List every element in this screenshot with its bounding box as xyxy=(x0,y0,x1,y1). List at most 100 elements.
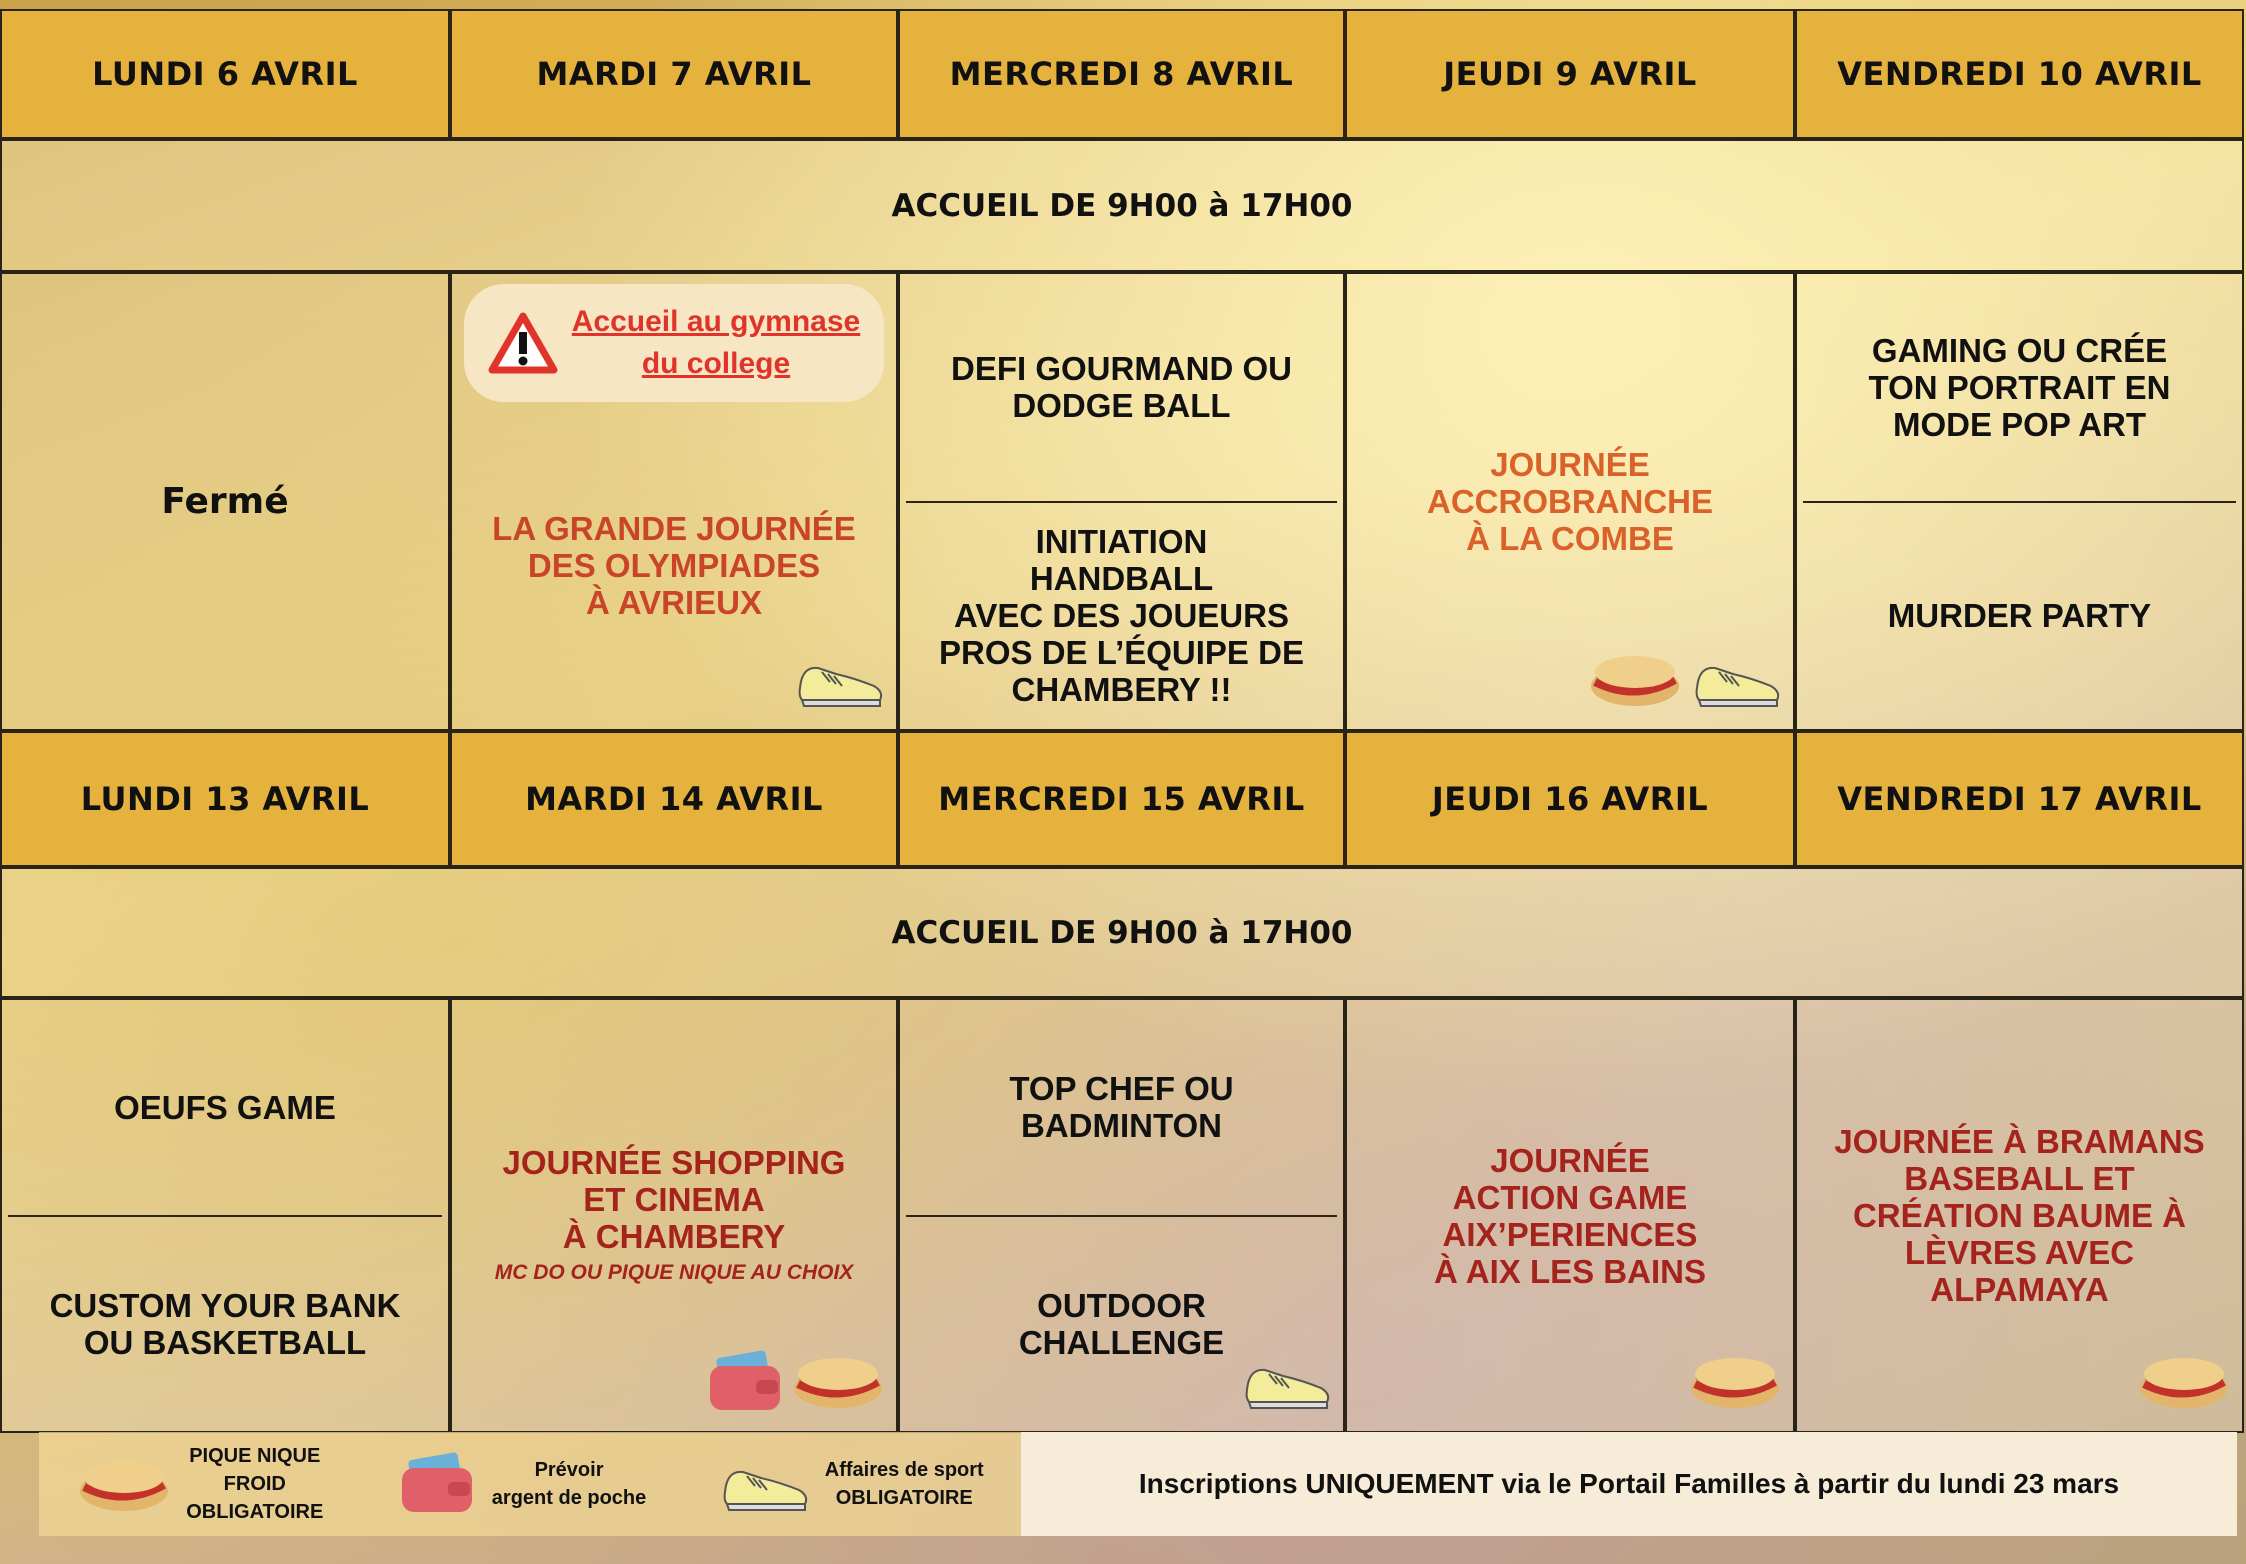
day-header: VENDREDI 17 AVRIL xyxy=(1795,731,2244,867)
activity-line: ACCROBRANCHE xyxy=(1427,483,1713,520)
activity: JOURNÉE SHOPPING ET CINEMA À CHAMBERY MC DO… xyxy=(452,1000,896,1431)
activity: LA GRANDE JOURNÉE DES OLYMPIADES À AVRIEUX xyxy=(452,402,896,729)
activity-cell: Fermé xyxy=(0,272,450,731)
activity: DEFI GOURMAND OU DODGE BALL xyxy=(900,274,1343,501)
day-header: JEUDI 16 AVRIL xyxy=(1345,731,1795,867)
activity: CUSTOM YOUR BANK OU BASKETBALL xyxy=(8,1214,442,1432)
activity-line: MODE POP ART xyxy=(1892,405,2147,443)
legend-line: OBLIGATOIRE xyxy=(835,1487,973,1509)
activity-cell: DEFI GOURMAND OU DODGE BALL INITIATION HAND… xyxy=(898,272,1345,731)
activity-line: LA GRANDE JOURNÉE xyxy=(492,510,856,547)
activity-line: LÈVRES AVEC xyxy=(1904,1234,2135,1271)
activity-line: À AIX LES BAINS xyxy=(1434,1252,1706,1290)
day-header: MARDI 14 AVRIL xyxy=(450,731,898,867)
activity-cell: JOURNÉE ACCROBRANCHE À LA COMBE xyxy=(1345,272,1795,731)
activity-line: JOURNÉE xyxy=(1490,446,1650,483)
activity-line: À AVRIEUX xyxy=(585,584,763,621)
activity-line: DEFI GOURMAND OU xyxy=(951,350,1292,388)
activity-line: OUTDOOR xyxy=(1037,1286,1206,1324)
activity-line: BASEBALL ET xyxy=(1904,1160,2135,1197)
icon-sandwich xyxy=(1687,1348,1783,1419)
day-header: MERCREDI 8 AVRIL xyxy=(898,9,1345,139)
activity-line: DODGE BALL xyxy=(1012,387,1231,425)
activity-line: DES OLYMPIADES xyxy=(527,547,821,584)
day-label: JEUDI 9 AVRIL xyxy=(1443,55,1697,93)
registration-text: Inscriptions UNIQUEMENT via le Portail F… xyxy=(1138,1468,2120,1499)
activity-line: HANDBALL xyxy=(1029,560,1214,598)
notice-line: du college xyxy=(641,347,791,380)
activity-line: CHALLENGE xyxy=(1018,1323,1225,1361)
activity-line: PROS DE L’ÉQUIPE DE xyxy=(939,634,1304,672)
legend-item: Affaires de sport OBLIGATOIRE xyxy=(721,1452,984,1516)
activity-line: AIX’PERIENCES xyxy=(1442,1215,1698,1253)
legend-line: argent de poche xyxy=(491,1487,647,1509)
activity: JOURNÉE ACTION GAME AIX’PERIENCES À AIX LES… xyxy=(1347,1000,1793,1431)
activity: INITIATION HANDBALL AVEC DES JOUEURS PROS D… xyxy=(906,500,1337,730)
activity-line: ALPAMAYA xyxy=(1930,1271,2109,1308)
activity: MURDER PARTY xyxy=(1803,500,2236,730)
activity-cell: GAMING OU CRÉE TON PORTRAIT EN MODE POP AR… xyxy=(1795,272,2244,731)
activity-line: À LA COMBE xyxy=(1466,520,1674,557)
icon-shoe xyxy=(796,648,886,717)
day-header: MERCREDI 15 AVRIL xyxy=(898,731,1345,867)
notice: Accueil au gymnase du college xyxy=(464,284,884,402)
activity-line: MURDER PARTY xyxy=(1887,597,2152,635)
activity-cell: JOURNÉE ACTION GAME AIX’PERIENCES À AIX LES… xyxy=(1345,998,1795,1433)
day-header: LUNDI 13 AVRIL xyxy=(0,731,450,867)
hours-label: ACCUEIL DE 9H00 à 17H00 xyxy=(891,187,1353,224)
activity-line: JOURNÉE xyxy=(1490,1141,1650,1179)
activity: JOURNÉE À BRAMANS BASEBALL ET CRÉATION BAU… xyxy=(1797,1000,2242,1431)
icon-sandwich xyxy=(1587,646,1683,717)
activity-line: JOURNÉE SHOPPING xyxy=(502,1144,846,1181)
activity: OUTDOOR CHALLENGE xyxy=(906,1214,1337,1432)
activity-line: OU BASKETBALL xyxy=(83,1323,367,1361)
day-label: VENDREDI 10 AVRIL xyxy=(1837,55,2202,93)
activity-line: GAMING OU CRÉE xyxy=(1871,331,2168,369)
day-header: MARDI 7 AVRIL xyxy=(450,9,898,139)
activity-line: AVEC DES JOUEURS xyxy=(954,597,1289,635)
hours-row: ACCUEIL DE 9H00 à 17H00 xyxy=(0,867,2244,998)
hours-row: ACCUEIL DE 9H00 à 17H00 xyxy=(0,139,2244,272)
icon-sandwich xyxy=(2136,1348,2232,1419)
registration-banner: Inscriptions UNIQUEMENT via le Portail F… xyxy=(1021,1432,2237,1536)
day-label: VENDREDI 17 AVRIL xyxy=(1837,780,2202,818)
day-label: MERCREDI 8 AVRIL xyxy=(949,55,1294,93)
activity: GAMING OU CRÉE TON PORTRAIT EN MODE POP AR… xyxy=(1797,274,2242,501)
activity-cell: TOP CHEF OU BADMINTON OUTDOOR CHALLENGE xyxy=(898,998,1345,1433)
activity-cell: OEUFS GAME CUSTOM YOUR BANK OU BASKETBALL xyxy=(0,998,450,1433)
icon-shoe xyxy=(1693,648,1783,717)
activity-line: CUSTOM YOUR BANK xyxy=(49,1286,401,1324)
activity-line: Fermé xyxy=(161,481,289,522)
legend-line: Affaires de sport xyxy=(824,1459,984,1481)
legend-line: PIQUE NIQUE xyxy=(189,1445,321,1467)
hours-label: ACCUEIL DE 9H00 à 17H00 xyxy=(891,914,1353,951)
activity: JOURNÉE ACCROBRANCHE À LA COMBE xyxy=(1347,274,1793,729)
legend-line: Prévoir xyxy=(534,1459,604,1481)
activity-line: TOP CHEF OU xyxy=(1009,1070,1234,1108)
icon-wallet xyxy=(706,1350,786,1419)
day-label: MARDI 14 AVRIL xyxy=(525,780,823,818)
legend-item: Prévoir argent de poche xyxy=(398,1452,646,1516)
notice-line: Accueil au gymnase xyxy=(571,305,861,338)
activity: Fermé xyxy=(2,274,448,729)
day-label: MERCREDI 15 AVRIL xyxy=(938,780,1305,818)
activity-line: OEUFS GAME xyxy=(114,1088,336,1126)
activity: TOP CHEF OU BADMINTON xyxy=(900,1000,1343,1215)
day-header: VENDREDI 10 AVRIL xyxy=(1795,9,2244,139)
notice-text: Accueil au gymnase du college xyxy=(572,301,860,385)
day-label: LUNDI 6 AVRIL xyxy=(92,55,358,93)
activity-line: ACTION GAME xyxy=(1452,1178,1688,1216)
day-header: JEUDI 9 AVRIL xyxy=(1345,9,1795,139)
activity-cell: JOURNÉE SHOPPING ET CINEMA À CHAMBERY MC DO… xyxy=(450,998,898,1433)
legend-item: PIQUE NIQUE FROID OBLIGATOIRE xyxy=(76,1442,323,1526)
day-label: LUNDI 13 AVRIL xyxy=(80,780,370,818)
legend-text: Affaires de sport OBLIGATOIRE xyxy=(825,1456,984,1512)
activity-line: CRÉATION BAUME À xyxy=(1852,1197,2187,1234)
activity-line: CHAMBERY !! xyxy=(1011,671,1232,709)
activity-line: ET CINEMA xyxy=(583,1181,765,1218)
day-label: MARDI 7 AVRIL xyxy=(536,55,812,93)
legend-text: PIQUE NIQUE FROID OBLIGATOIRE xyxy=(186,1442,323,1526)
activity-line: INITIATION xyxy=(1035,523,1208,561)
day-header: LUNDI 6 AVRIL xyxy=(0,9,450,139)
